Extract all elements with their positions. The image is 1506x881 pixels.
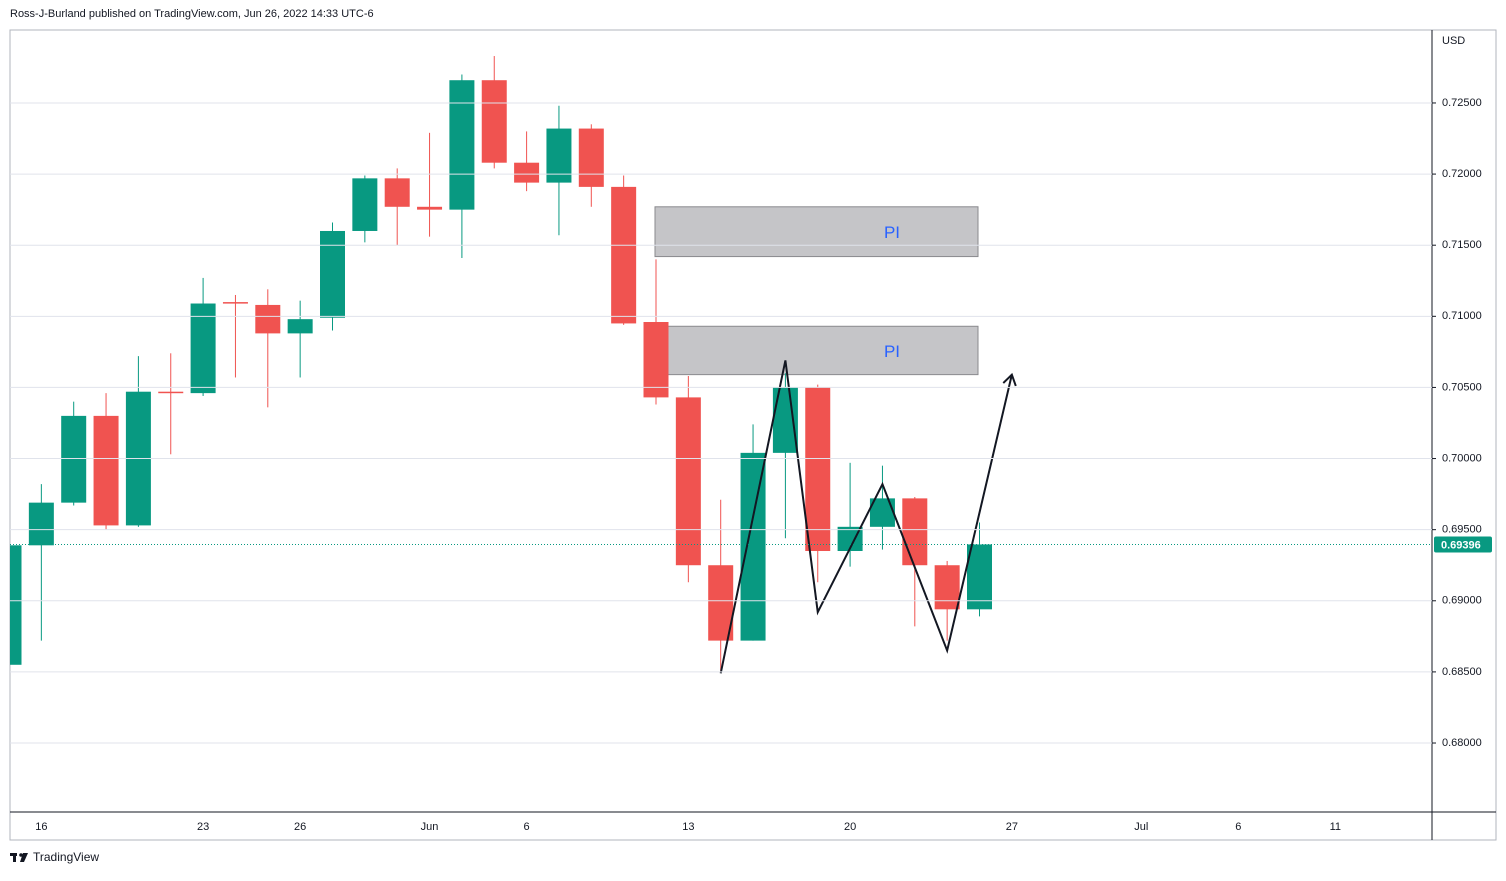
x-tick-label: 23 — [197, 821, 209, 833]
x-tick-label: 6 — [1235, 821, 1241, 833]
y-tick-label: 0.71000 — [1442, 310, 1482, 322]
candle-body — [61, 415, 87, 503]
y-tick-label: 0.70000 — [1442, 452, 1482, 464]
attribution: Ross-J-Burland published on TradingView.… — [10, 8, 374, 20]
candle-body — [934, 565, 960, 610]
candle-body — [675, 397, 701, 566]
x-tick-label: Jun — [421, 821, 439, 833]
x-tick-label: 16 — [35, 821, 47, 833]
plot-area: PI PI — [10, 56, 1017, 674]
x-tick-label: 27 — [1006, 821, 1018, 833]
x-tick-label: 20 — [844, 821, 856, 833]
zone-label: PI — [884, 342, 900, 361]
candle-body — [417, 206, 443, 210]
last-price-box — [1434, 536, 1492, 553]
candle-body — [222, 302, 248, 304]
candle-body — [190, 303, 216, 394]
candle-body — [611, 186, 637, 324]
x-tick-label: 26 — [294, 821, 306, 833]
y-tick-label: 0.69000 — [1442, 595, 1482, 607]
zone — [654, 206, 979, 258]
candle-body — [902, 498, 928, 566]
candle-body — [967, 544, 992, 610]
currency: USD — [1442, 35, 1465, 47]
candle-body — [255, 304, 281, 334]
y-tick-label: 0.70500 — [1442, 381, 1482, 393]
last-price-label: 0.69396 — [1441, 539, 1481, 551]
candle-body — [287, 319, 313, 334]
y-tick-label: 0.69500 — [1442, 524, 1482, 536]
candle-body — [10, 545, 22, 665]
y-tick-label: 0.72500 — [1442, 97, 1482, 109]
x-tick-label: Jul — [1134, 821, 1148, 833]
pattern-line — [719, 360, 1013, 674]
logo — [10, 853, 28, 862]
y-tick-label: 0.68500 — [1442, 666, 1482, 678]
zone — [654, 325, 979, 376]
zone-label: PI — [884, 223, 900, 242]
candle-body — [708, 565, 734, 641]
x-tick-label: 11 — [1330, 821, 1341, 833]
candle-body — [805, 387, 831, 552]
candle-body — [384, 178, 410, 207]
candle-body — [352, 178, 378, 231]
x-tick-label: 6 — [524, 821, 530, 833]
candle-body — [643, 322, 669, 398]
x-tick-label: 13 — [682, 821, 694, 833]
candle-body — [481, 80, 507, 163]
y-tick-label: 0.72000 — [1442, 168, 1482, 180]
candle-body — [158, 391, 184, 394]
footer: TradingView — [33, 850, 99, 864]
candle-body — [578, 128, 604, 187]
candle-body — [740, 452, 766, 641]
y-tick-label: 0.68000 — [1442, 737, 1482, 749]
candle-body — [514, 162, 540, 183]
candle-body — [449, 80, 475, 210]
frame — [9, 29, 1497, 841]
candle-body — [93, 415, 119, 526]
y-tick-label: 0.71500 — [1442, 239, 1482, 251]
candle-body — [320, 230, 345, 318]
candle-body — [772, 387, 798, 453]
arrow-head — [1002, 372, 1017, 387]
candle-body — [28, 502, 54, 546]
